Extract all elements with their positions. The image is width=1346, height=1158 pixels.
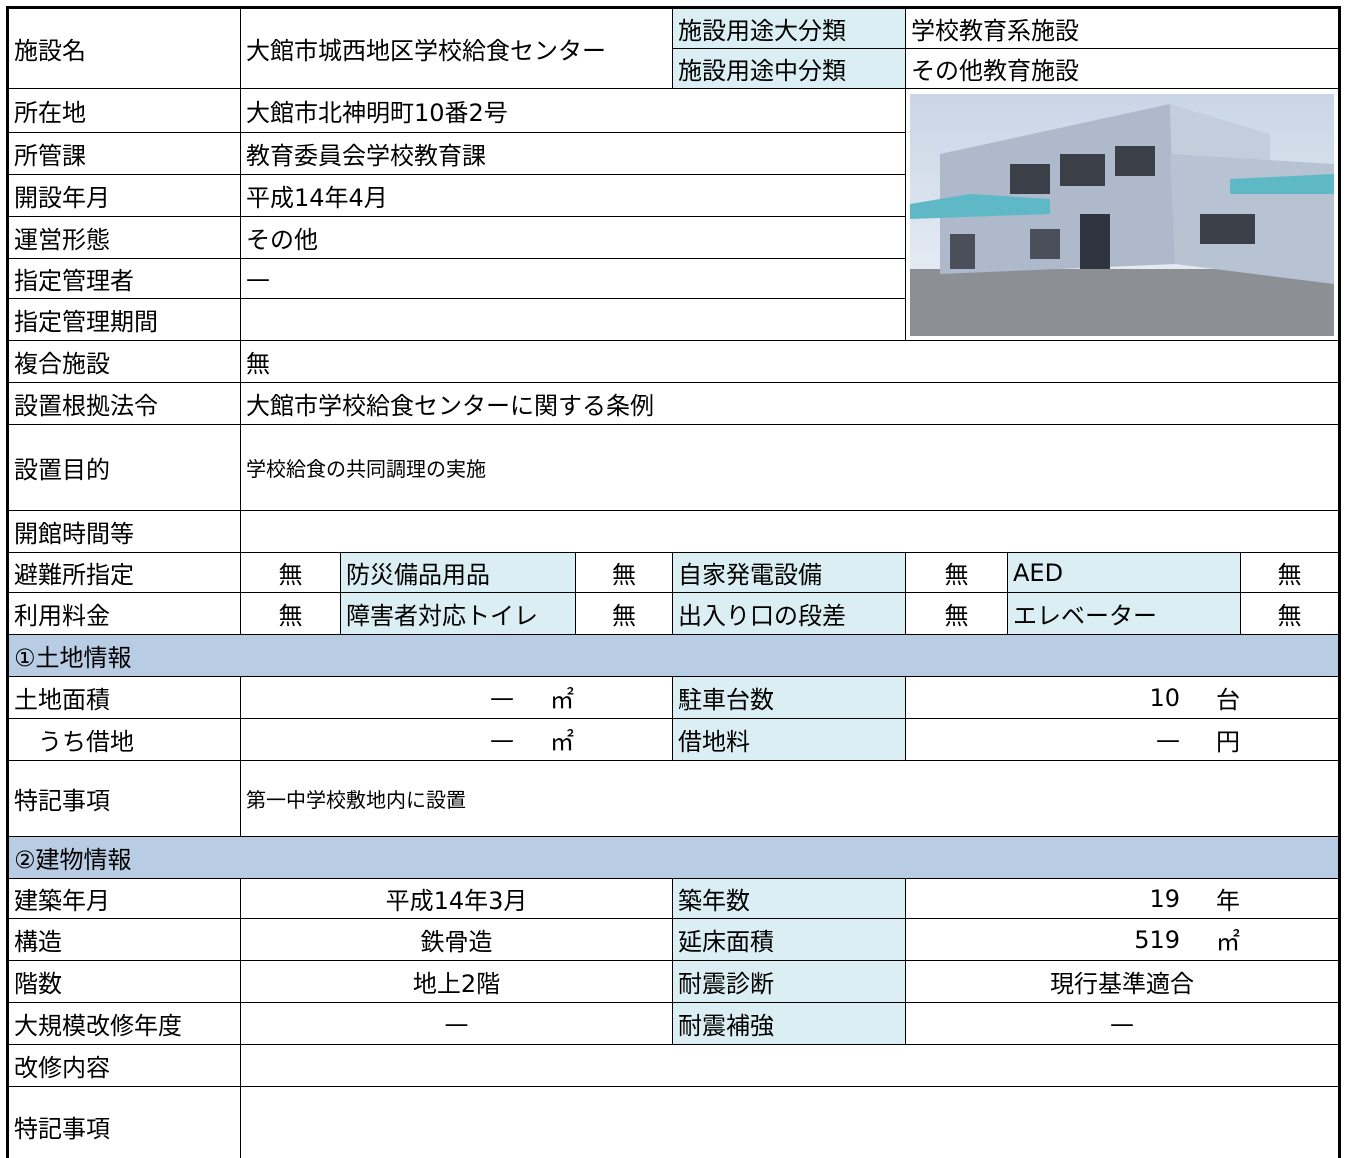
cell-value [240,1086,1339,1158]
value-number: 19 [1149,884,1180,913]
cell-value: — [905,1002,1339,1045]
cell-value: — ㎡ [240,718,673,761]
cell-label: 所管課 [8,132,241,175]
cell-label: 土地面積 [8,676,241,719]
cell-value: 無 [905,552,1008,593]
cell-label: 建築年月 [8,878,241,919]
cell-value: 第一中学校敷地内に設置 [240,760,1339,837]
cell-value: 教育委員会学校教育課 [240,132,906,175]
cell-label: エレベーター [1007,592,1241,635]
cell-label: 改修内容 [8,1044,241,1087]
cell-label: うち借地 [8,718,241,761]
value-number: 519 [1134,925,1180,954]
value-number: — [490,725,514,754]
cell-label: 特記事項 [8,760,241,837]
cell-value: 無 [240,552,341,593]
cell-label: 階数 [8,960,241,1003]
value-unit: ㎡ [550,686,574,714]
value-unit: ㎡ [550,728,574,756]
cell-label: 耐震補強 [672,1002,906,1045]
cell-value: 無 [905,592,1008,635]
cell-value: 学校給食の共同調理の実施 [240,424,1339,511]
value-unit: ㎡ [1216,928,1240,956]
cell-label: 所在地 [8,88,241,133]
cell-value: 学校教育系施設 [905,8,1339,49]
cell-value: — [240,258,906,299]
cell-label: 避難所指定 [8,552,241,593]
cell-value [240,510,1339,553]
cell-label: 延床面積 [672,918,906,961]
cell-label: 耐震診断 [672,960,906,1003]
cell-value: 無 [575,592,673,635]
cell-label: 大規模改修年度 [8,1002,241,1045]
cell-value: 519 ㎡ [905,918,1339,961]
cell-label: 築年数 [672,878,906,919]
cell-value: — [240,1002,673,1045]
cell-section-title: ①土地情報 [8,634,1339,677]
value-number: 10 [1149,683,1180,712]
cell-value: 無 [575,552,673,593]
cell-value: 現行基準適合 [905,960,1339,1003]
value-number: — [1156,725,1180,754]
cell-value: 無 [1240,552,1339,593]
value-unit: 円 [1216,728,1240,756]
cell-value: その他教育施設 [905,48,1339,89]
cell-label: 施設用途大分類 [672,8,906,49]
cell-value: 鉄骨造 [240,918,673,961]
cell-label: 複合施設 [8,340,241,383]
value-number: — [490,683,514,712]
cell-label: 設置根拠法令 [8,382,241,425]
cell-value: 10 台 [905,676,1339,719]
cell-value: 大館市北神明町10番2号 [240,88,906,133]
cell-label: 施設用途中分類 [672,48,906,89]
cell-label: 指定管理者 [8,258,241,299]
cell-label: 設置目的 [8,424,241,511]
cell-value [240,298,906,341]
cell-label: 利用料金 [8,592,241,635]
cell-label: 指定管理期間 [8,298,241,341]
cell-label: 開館時間等 [8,510,241,553]
cell-label: 開設年月 [8,174,241,217]
cell-value: その他 [240,216,906,259]
cell-section-title: ②建物情報 [8,836,1339,879]
cell-value: 地上2階 [240,960,673,1003]
cell-value: 平成14年3月 [240,878,673,919]
value-unit: 年 [1216,887,1240,915]
cell-value: 無 [1240,592,1339,635]
cell-label: 借地料 [672,718,906,761]
cell-label: 構造 [8,918,241,961]
facility-photo [910,93,1334,336]
cell-label: 運営形態 [8,216,241,259]
cell-label: 防災備品用品 [340,552,576,593]
cell-value: 19 年 [905,878,1339,919]
cell-label: 特記事項 [8,1086,241,1158]
cell-label: 自家発電設備 [672,552,906,593]
cell-value: 平成14年4月 [240,174,906,217]
cell-label: 障害者対応トイレ [340,592,576,635]
cell-value: 無 [240,340,1339,383]
cell-value: 大館市城西地区学校給食センター [240,8,673,89]
cell-photo [905,88,1339,341]
cell-value: — ㎡ [240,676,673,719]
cell-value: — 円 [905,718,1339,761]
cell-label: 駐車台数 [672,676,906,719]
cell-value: 大館市学校給食センターに関する条例 [240,382,1339,425]
cell-value: 無 [240,592,341,635]
cell-label: 出入り口の段差 [672,592,906,635]
cell-label: AED [1007,552,1241,593]
value-unit: 台 [1216,686,1240,714]
cell-label: 施設名 [8,8,241,89]
cell-value [240,1044,1339,1087]
